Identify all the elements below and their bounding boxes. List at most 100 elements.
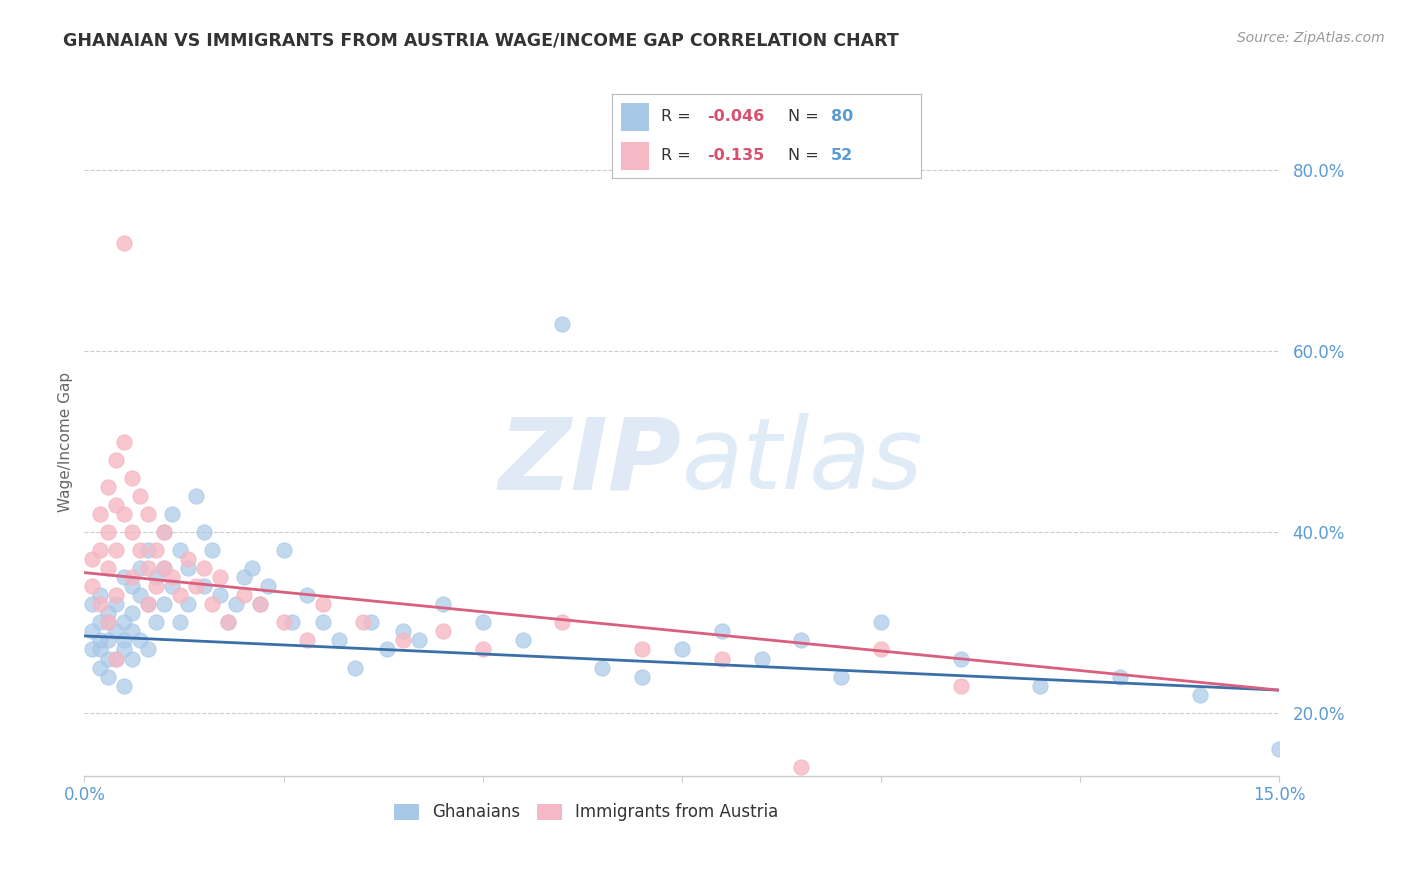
Point: [112, 434, 135, 449]
Point: [97, 607, 120, 621]
Point: [432, 597, 454, 611]
Point: [551, 317, 574, 331]
Point: [89, 615, 111, 630]
Point: [105, 651, 128, 665]
Point: [710, 651, 733, 665]
Point: [121, 524, 143, 539]
Point: [89, 597, 111, 611]
FancyBboxPatch shape: [621, 142, 648, 169]
Point: [830, 670, 852, 684]
Text: R =: R =: [661, 147, 690, 162]
Point: [312, 615, 335, 630]
Point: [153, 524, 176, 539]
Text: N =: N =: [787, 110, 818, 125]
FancyBboxPatch shape: [621, 103, 648, 131]
Point: [193, 561, 215, 575]
Point: [105, 452, 128, 467]
Y-axis label: Wage/Income Gap: Wage/Income Gap: [58, 371, 73, 512]
Point: [129, 633, 152, 648]
Point: [169, 615, 191, 630]
Point: [82, 624, 104, 639]
Text: -0.046: -0.046: [707, 110, 765, 125]
Point: [89, 642, 111, 657]
Point: [392, 624, 415, 639]
Point: [129, 588, 152, 602]
Point: [112, 235, 135, 250]
Point: [631, 642, 654, 657]
Point: [105, 651, 128, 665]
Point: [551, 615, 574, 630]
Point: [208, 588, 231, 602]
Point: [136, 543, 159, 558]
Point: [97, 633, 120, 648]
Point: [1268, 742, 1291, 756]
Point: [591, 660, 613, 674]
Point: [136, 561, 159, 575]
Point: [232, 570, 254, 584]
Point: [97, 615, 120, 630]
Point: [160, 579, 183, 593]
Point: [129, 561, 152, 575]
Text: 52: 52: [831, 147, 853, 162]
Point: [201, 543, 224, 558]
Point: [408, 633, 430, 648]
Point: [112, 570, 135, 584]
Point: [145, 615, 167, 630]
Point: [710, 624, 733, 639]
Point: [512, 633, 534, 648]
Point: [297, 588, 319, 602]
Point: [145, 543, 167, 558]
Point: [121, 607, 143, 621]
Point: [273, 543, 295, 558]
Point: [256, 579, 278, 593]
Point: [217, 615, 239, 630]
Point: [112, 507, 135, 521]
Text: N =: N =: [787, 147, 818, 162]
Text: -0.135: -0.135: [707, 147, 765, 162]
Point: [129, 489, 152, 503]
Point: [82, 642, 104, 657]
Point: [177, 552, 200, 566]
Point: [1188, 688, 1211, 702]
Point: [121, 471, 143, 485]
Point: [89, 507, 111, 521]
Point: [225, 597, 247, 611]
Point: [949, 679, 972, 693]
Point: [790, 760, 813, 774]
Point: [232, 588, 254, 602]
Point: [82, 597, 104, 611]
Point: [89, 588, 111, 602]
Point: [177, 597, 200, 611]
Point: [177, 561, 200, 575]
Point: [160, 507, 183, 521]
Text: R =: R =: [661, 110, 690, 125]
Point: [249, 597, 271, 611]
Point: [97, 651, 120, 665]
Legend: Ghanaians, Immigrants from Austria: Ghanaians, Immigrants from Austria: [387, 797, 786, 828]
Point: [631, 670, 654, 684]
Point: [328, 633, 350, 648]
Point: [97, 480, 120, 494]
Text: Source: ZipAtlas.com: Source: ZipAtlas.com: [1237, 31, 1385, 45]
Point: [89, 543, 111, 558]
Point: [145, 570, 167, 584]
Point: [153, 524, 176, 539]
Point: [105, 597, 128, 611]
Point: [105, 588, 128, 602]
Point: [312, 597, 335, 611]
Point: [112, 615, 135, 630]
Point: [136, 507, 159, 521]
Point: [184, 579, 207, 593]
Point: [129, 543, 152, 558]
Point: [136, 597, 159, 611]
Text: 80: 80: [831, 110, 853, 125]
Point: [169, 588, 191, 602]
Point: [105, 498, 128, 512]
Point: [671, 642, 693, 657]
Point: [121, 624, 143, 639]
Point: [153, 561, 176, 575]
Point: [112, 633, 135, 648]
Point: [217, 615, 239, 630]
Point: [273, 615, 295, 630]
Point: [249, 597, 271, 611]
